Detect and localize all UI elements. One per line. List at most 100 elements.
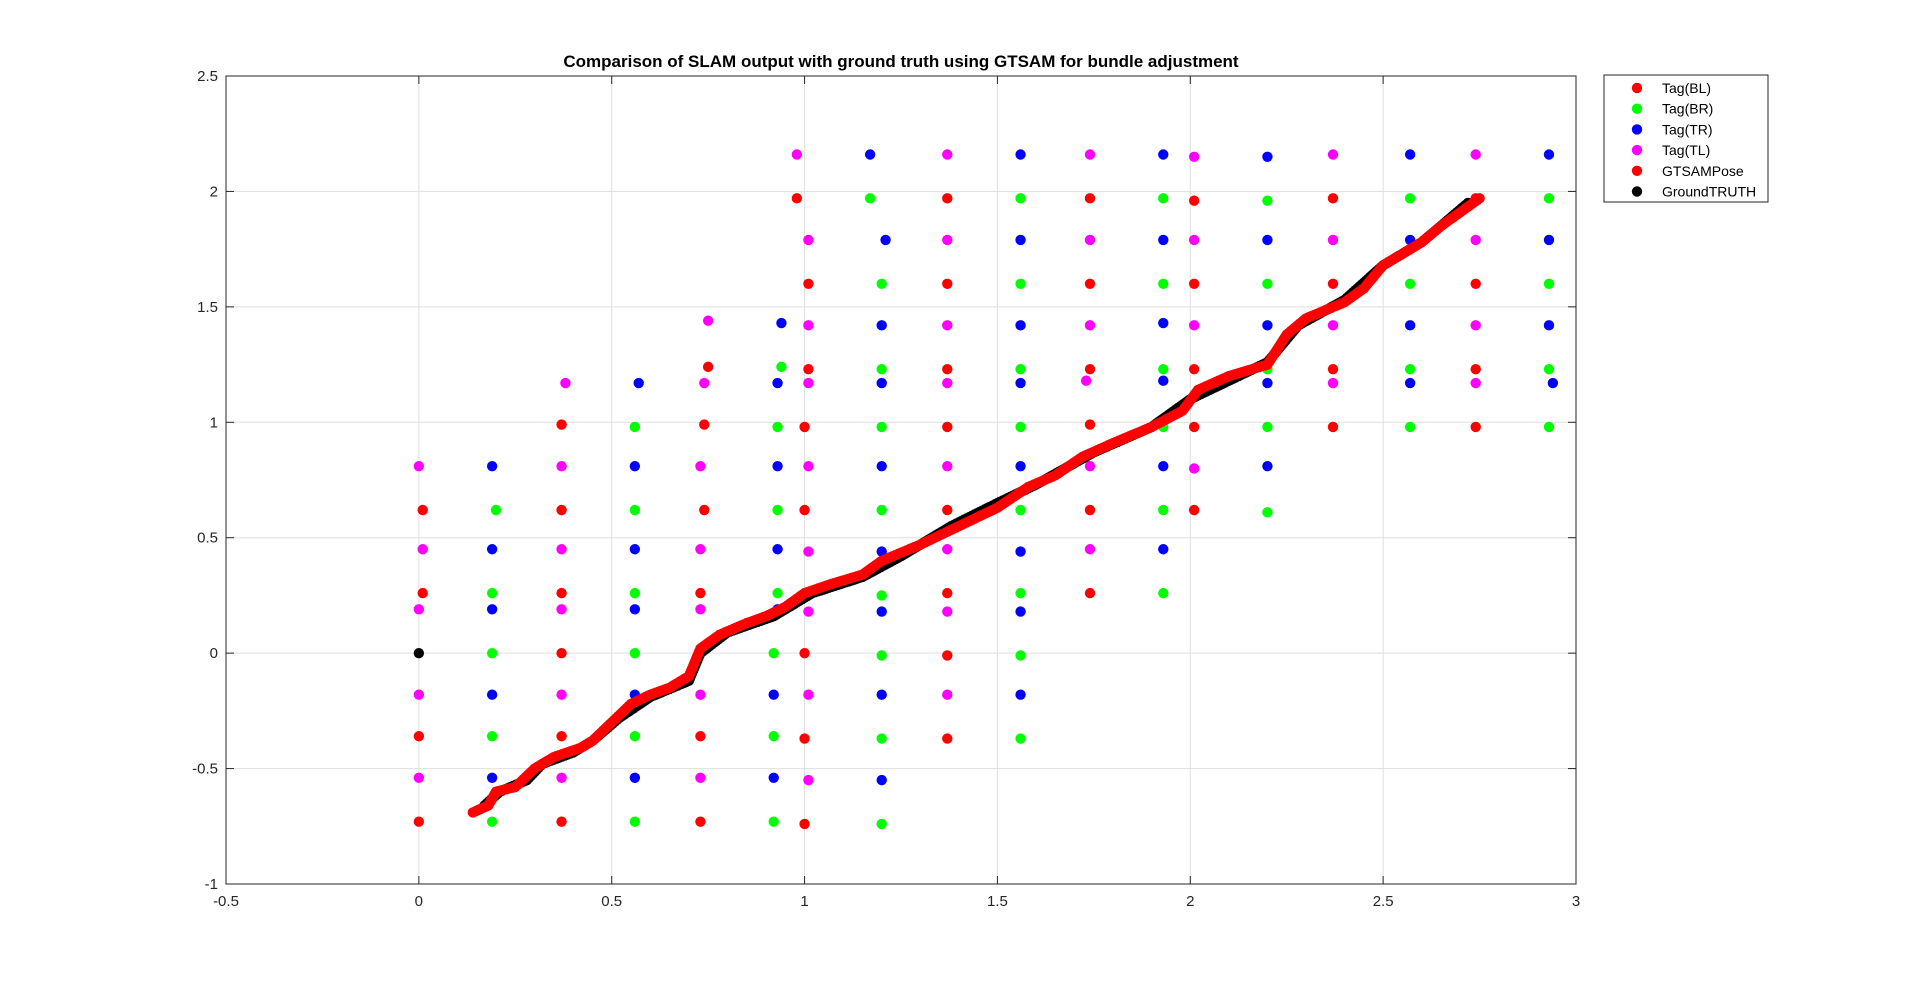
data-point [1158,149,1169,160]
data-point [876,504,887,516]
data-point [1084,149,1096,160]
data-point [695,689,706,700]
data-point [695,544,706,555]
data-point [486,731,498,742]
data-point [1470,278,1481,289]
data-point [556,772,567,784]
data-point [772,421,783,433]
data-point [942,733,953,744]
plot-area [226,76,1576,884]
data-point [486,587,498,599]
data-point [1262,421,1273,433]
data-point [1470,234,1481,246]
legend-marker [1631,124,1643,135]
data-point [556,587,567,599]
data-point [1543,193,1555,204]
plot-frame [225,75,1577,885]
data-point [1327,278,1339,289]
data-point [695,816,706,827]
data-point [486,689,498,700]
data-point [772,504,783,516]
data-point [1327,193,1339,204]
data-point [942,377,953,389]
data-point [942,320,953,331]
data-point [768,689,779,700]
data-point [772,544,783,555]
data-point [1262,278,1273,289]
axis-ticks: -0.5 0 0.5 1 1.5 2 2.5 3-1-0.500.511.522.5 [192,68,1580,910]
data-point [876,363,887,375]
data-point [1084,363,1096,375]
data-point [1188,195,1200,206]
data-point [629,731,641,742]
data-point [1015,320,1026,331]
data-point [799,647,810,659]
data-point [1158,375,1169,386]
data-point [1404,377,1416,389]
chart-title: Comparison of SLAM output with ground tr… [563,52,1239,71]
data-point [413,816,425,827]
data-point [768,816,779,827]
y-tick-label: 1 [210,414,218,431]
data-point [556,604,567,615]
data-point [1015,363,1026,375]
data-point [803,278,814,289]
data-point [490,504,502,516]
data-point [803,363,814,375]
data-point [1547,377,1559,389]
data-point [695,731,706,742]
data-point [1404,363,1416,375]
legend-marker [1631,186,1643,197]
data-point [1015,278,1026,289]
data-point [942,504,953,516]
data-point [1262,195,1273,206]
data-point [699,377,710,389]
data-point [776,317,787,329]
data-point [1188,363,1200,375]
data-point [876,818,887,830]
data-point [1188,504,1200,516]
data-point [486,460,498,472]
data-point [1015,193,1026,204]
data-point [803,606,814,617]
legend-label: Tag(BL) [1662,80,1711,96]
data-point [1188,151,1200,162]
legend-label: Tag(TR) [1662,121,1713,137]
data-point [1474,193,1485,204]
data-point [772,460,783,472]
data-point [803,546,814,557]
data-point [942,689,953,700]
data-point [1015,689,1026,700]
data-point [799,504,810,516]
data-point [413,772,425,784]
data-point [803,320,814,331]
data-point [560,377,571,389]
data-point [1015,587,1026,599]
data-point [1015,149,1026,160]
data-point [486,604,498,615]
x-tick-label: 0 [415,893,423,910]
data-point [1158,278,1169,289]
data-point [629,504,641,516]
data-point [1404,320,1416,331]
data-point [1084,587,1096,599]
series-tag-br- [486,193,1555,830]
y-tick-label: 2.5 [197,68,218,85]
data-point [1543,278,1555,289]
data-point [699,419,710,430]
data-point [1327,234,1339,246]
data-point [1543,234,1555,246]
data-point [629,816,641,827]
data-point [776,361,787,373]
data-point [1084,234,1096,246]
data-point [417,587,428,599]
x-tick-label: 2.5 [1373,893,1394,910]
series-gtsampose [467,193,1485,818]
x-tick-label: -0.5 [213,893,239,910]
data-point [1262,151,1273,162]
y-tick-label: 0 [210,645,218,662]
data-point [1543,421,1555,433]
data-point [1327,149,1339,160]
data-point [876,546,887,557]
